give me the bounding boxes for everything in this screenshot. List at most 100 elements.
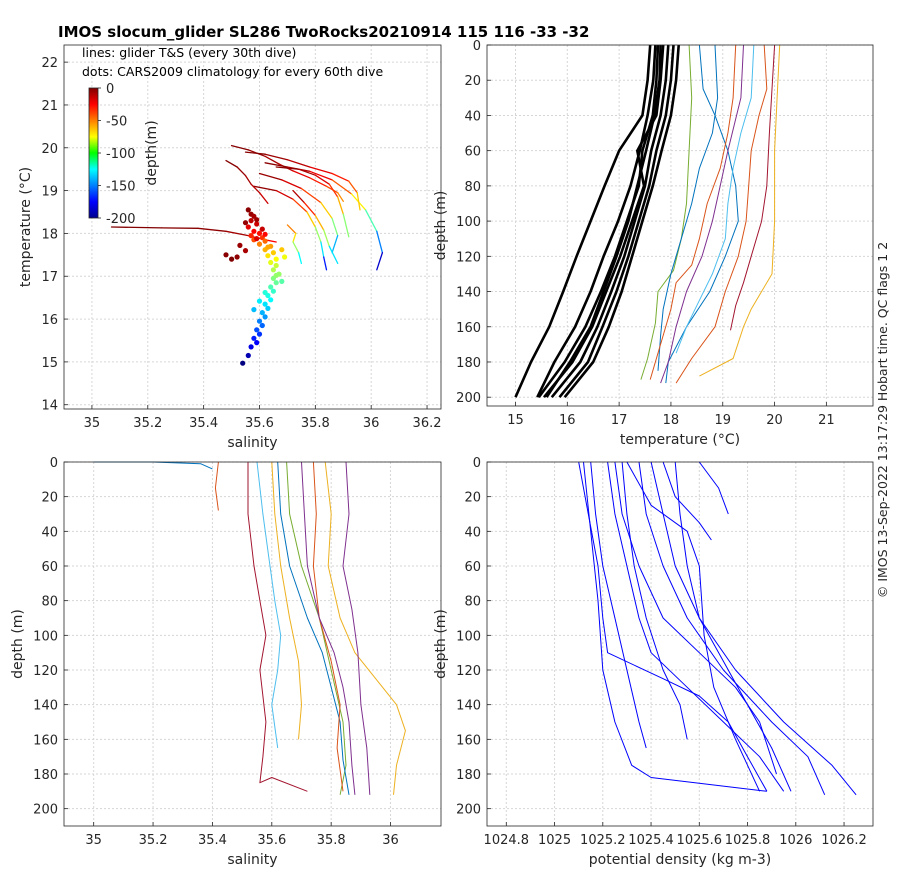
dens-xlabel: potential density (kg m-3)	[589, 852, 771, 868]
ts-climatology-dot	[243, 248, 248, 253]
ts-climatology-dot	[254, 236, 259, 241]
dens-xtick-label: 1024.8	[484, 833, 530, 848]
colorbar-label: depth(m)	[144, 120, 160, 185]
ts-xlabel: salinity	[227, 435, 277, 451]
ts-ytick-label: 20	[41, 142, 58, 157]
temp-ytick-label: 80	[464, 180, 481, 195]
sal-xtick-label: 36	[382, 833, 399, 848]
temp-xtick-label: 17	[611, 413, 628, 428]
ts-climatology-dot	[257, 299, 262, 304]
ts-climatology-dot	[229, 257, 234, 262]
ts-ytick-label: 16	[41, 313, 58, 328]
annotation-dots: dots: CARS2009 climatology for every 60t…	[82, 64, 383, 79]
ts-climatology-dot	[263, 290, 268, 295]
sal-plot-area	[64, 462, 441, 826]
dens-xtick-label: 1026	[779, 833, 812, 848]
temp-ylabel: depth (m)	[433, 191, 449, 261]
dens-xtick-label: 1025.2	[580, 833, 626, 848]
sal-xtick-label: 35.2	[139, 833, 168, 848]
ts-climatology-dot	[263, 302, 268, 307]
sal-xtick-label: 35.6	[257, 833, 286, 848]
ts-xtick-label: 36.2	[413, 416, 442, 431]
dens-xtick-label: 1025.6	[677, 833, 723, 848]
ts-xtick-label: 35.2	[133, 416, 162, 431]
ts-climatology-dot	[257, 332, 262, 337]
dens-ytick-label: 120	[456, 664, 481, 679]
sal-ytick-label: 140	[33, 699, 58, 714]
ts-xtick-label: 35.8	[301, 416, 330, 431]
ts-climatology-dot	[254, 327, 259, 332]
dens-ytick-label: 100	[456, 629, 481, 644]
ts-climatology-dot	[254, 217, 259, 222]
colorbar-gradient	[89, 88, 98, 218]
ts-climatology-dot	[263, 232, 268, 237]
ts-climatology-dot	[274, 263, 279, 268]
dens-ytick-label: 0	[473, 456, 481, 471]
provenance-note: © IMOS 13-Sep-2022 13:17:29 Hobart time.…	[875, 242, 890, 598]
ts-climatology-dot	[249, 344, 254, 349]
temp-ytick-label: 140	[456, 286, 481, 301]
ts-climatology-dot	[271, 267, 276, 272]
temp-ytick-label: 120	[456, 250, 481, 265]
ts-xtick-label: 35	[84, 416, 101, 431]
ts-climatology-dot	[265, 253, 270, 258]
ts-ytick-label: 21	[41, 99, 58, 114]
dens-ytick-label: 40	[464, 525, 481, 540]
ts-climatology-dot	[260, 310, 265, 315]
dens-ytick-label: 20	[464, 491, 481, 506]
dens-ytick-label: 200	[456, 803, 481, 818]
sal-ytick-label: 0	[50, 456, 58, 471]
ts-climatology-dot	[260, 323, 265, 328]
ts-xtick-label: 35.4	[189, 416, 218, 431]
sal-ytick-label: 200	[33, 803, 58, 818]
ts-ytick-label: 14	[41, 399, 58, 414]
dens-ytick-label: 180	[456, 768, 481, 783]
temp-ytick-label: 20	[464, 74, 481, 89]
temp-xtick-label: 19	[714, 413, 731, 428]
temp-ytick-label: 40	[464, 109, 481, 124]
sal-xtick-label: 35	[85, 833, 102, 848]
ts-climatology-dot	[274, 257, 279, 262]
temp-ytick-label: 160	[456, 321, 481, 336]
ts-ytick-label: 17	[41, 270, 58, 285]
ts-climatology-dot	[268, 297, 273, 302]
ts-ytick-label: 18	[41, 227, 58, 242]
temp-xlabel: temperature (°C)	[620, 432, 740, 448]
ts-climatology-dot	[268, 260, 273, 265]
ts-climatology-dot	[251, 307, 256, 312]
ts-climatology-dot	[246, 353, 251, 358]
temp-xtick-label: 20	[766, 413, 783, 428]
sal-xtick-label: 35.8	[317, 833, 346, 848]
ts-ytick-label: 19	[41, 185, 58, 200]
dens-ytick-label: 160	[456, 733, 481, 748]
ts-climatology-dot	[246, 224, 251, 229]
sal-ytick-label: 180	[33, 768, 58, 783]
sal-ytick-label: 80	[41, 595, 58, 610]
ts-ytick-label: 15	[41, 356, 58, 371]
ts-climatology-dot	[265, 245, 270, 250]
annotation-lines: lines: glider T&S (every 30th dive)	[82, 45, 296, 60]
temp-ytick-label: 200	[456, 391, 481, 406]
colorbar-tick-label: -200	[106, 212, 136, 227]
dens-ylabel: depth (m)	[433, 609, 449, 679]
ts-climatology-dot	[263, 314, 268, 319]
ts-climatology-dot	[251, 229, 256, 234]
sal-ytick-label: 60	[41, 560, 58, 575]
ts-ytick-label: 22	[41, 56, 58, 71]
colorbar-tick-label: -150	[106, 180, 136, 195]
dens-ytick-label: 60	[464, 560, 481, 575]
sal-ylabel: depth (m)	[10, 609, 26, 679]
dens-xtick-label: 1025.8	[725, 833, 771, 848]
ts-climatology-dot	[254, 340, 259, 345]
sal-xlabel: salinity	[227, 852, 277, 868]
sal-ytick-label: 160	[33, 733, 58, 748]
dens-ytick-label: 140	[456, 699, 481, 714]
temp-ytick-label: 180	[456, 356, 481, 371]
ts-climatology-dot	[279, 279, 284, 284]
ts-climatology-dot	[265, 306, 270, 311]
